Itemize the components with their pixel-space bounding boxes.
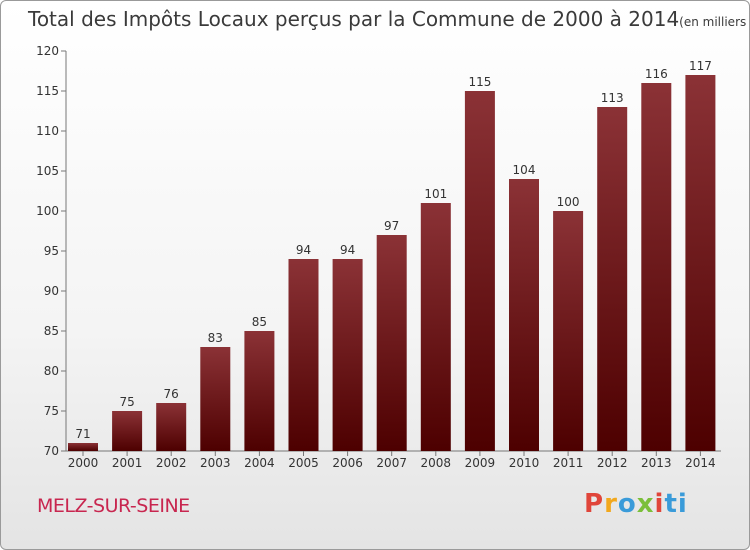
y-tick-label: 85 [44, 324, 59, 338]
bar-2006 [332, 259, 363, 451]
x-tick-label: 2014 [685, 456, 716, 470]
bar-2010 [509, 179, 539, 451]
x-tick-label: 2006 [332, 456, 363, 470]
bar-2001 [112, 411, 143, 451]
bar-value-label: 113 [601, 91, 624, 105]
bar-2003 [200, 347, 231, 451]
proxiti-logo[interactable]: Proxiti [584, 489, 688, 519]
bar-value-label: 85 [252, 315, 267, 329]
bar-2002 [156, 403, 187, 451]
x-tick-label: 2003 [200, 456, 231, 470]
bar-value-label: 104 [513, 163, 536, 177]
y-tick-label: 70 [44, 444, 59, 458]
y-tick-label: 90 [44, 284, 59, 298]
x-tick-label: 2010 [509, 456, 540, 470]
bar-2013 [641, 83, 672, 451]
x-tick-label: 2005 [288, 456, 319, 470]
bar-2005 [288, 259, 319, 451]
logo-letter: r [604, 489, 618, 519]
x-tick-label: 2002 [156, 456, 187, 470]
bar-value-label: 94 [296, 243, 311, 257]
bar-value-label: 100 [557, 195, 580, 209]
x-tick-label: 2001 [112, 456, 143, 470]
logo-letter: o [617, 489, 637, 519]
bar-2014 [685, 75, 716, 451]
bar-value-label: 76 [164, 387, 179, 401]
bar-value-label: 117 [689, 59, 712, 73]
y-tick-label: 115 [36, 84, 59, 98]
x-tick-label: 2008 [421, 456, 452, 470]
chart-title-text: Total des Impôts Locaux perçus par la Co… [28, 7, 680, 31]
y-tick-label: 80 [44, 364, 59, 378]
bar-2004 [244, 331, 275, 451]
bar-2008 [420, 203, 451, 451]
y-tick-label: 120 [36, 44, 59, 58]
x-tick-label: 2011 [553, 456, 584, 470]
bar-value-label: 115 [468, 75, 491, 89]
bar-2007 [376, 235, 407, 451]
x-tick-label: 2007 [376, 456, 407, 470]
x-tick-label: 2013 [641, 456, 672, 470]
bar-2012 [597, 107, 628, 451]
bar-value-label: 97 [384, 219, 399, 233]
bar-2000 [68, 443, 98, 451]
x-tick-label: 2012 [597, 456, 628, 470]
x-tick-label: 2000 [68, 456, 99, 470]
bar-value-label: 71 [75, 427, 90, 441]
y-tick-label: 100 [36, 204, 59, 218]
x-tick-label: 2009 [465, 456, 496, 470]
x-tick-label: 2004 [244, 456, 275, 470]
y-tick-label: 95 [44, 244, 59, 258]
bar-value-label: 101 [424, 187, 447, 201]
y-tick-label: 75 [44, 404, 59, 418]
commune-name: MELZ-SUR-SEINE [37, 495, 190, 517]
y-tick-label: 105 [36, 164, 59, 178]
bar-2009 [464, 91, 495, 451]
bar-value-label: 75 [119, 395, 134, 409]
bar-value-label: 83 [208, 331, 223, 345]
logo-letter: x [636, 489, 655, 519]
chart-title: Total des Impôts Locaux perçus par la Co… [28, 7, 749, 31]
bar-value-label: 116 [645, 67, 668, 81]
bar-2011 [553, 211, 584, 451]
chart-title-unit: (en milliers d'€) [679, 15, 749, 29]
logo-letter: i [654, 489, 665, 519]
logo-letter: P [584, 489, 605, 519]
y-tick-label: 110 [36, 124, 59, 138]
logo-letter: ti [664, 489, 688, 519]
bar-value-label: 94 [340, 243, 355, 257]
